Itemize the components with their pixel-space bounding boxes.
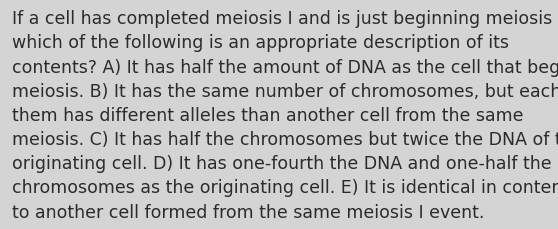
Text: contents? A) It has half the amount of DNA as the cell that began: contents? A) It has half the amount of D… xyxy=(12,58,558,76)
Text: meiosis. C) It has half the chromosomes but twice the DNA of the: meiosis. C) It has half the chromosomes … xyxy=(12,131,558,148)
Text: chromosomes as the originating cell. E) It is identical in content: chromosomes as the originating cell. E) … xyxy=(12,179,558,196)
Text: to another cell formed from the same meiosis I event.: to another cell formed from the same mei… xyxy=(12,203,485,221)
Text: If a cell has completed meiosis I and is just beginning meiosis II,: If a cell has completed meiosis I and is… xyxy=(12,10,558,28)
Text: which of the following is an appropriate description of its: which of the following is an appropriate… xyxy=(12,34,509,52)
Text: originating cell. D) It has one-fourth the DNA and one-half the: originating cell. D) It has one-fourth t… xyxy=(12,155,552,172)
Text: them has different alleles than another cell from the same: them has different alleles than another … xyxy=(12,106,524,124)
Text: meiosis. B) It has the same number of chromosomes, but each of: meiosis. B) It has the same number of ch… xyxy=(12,82,558,100)
